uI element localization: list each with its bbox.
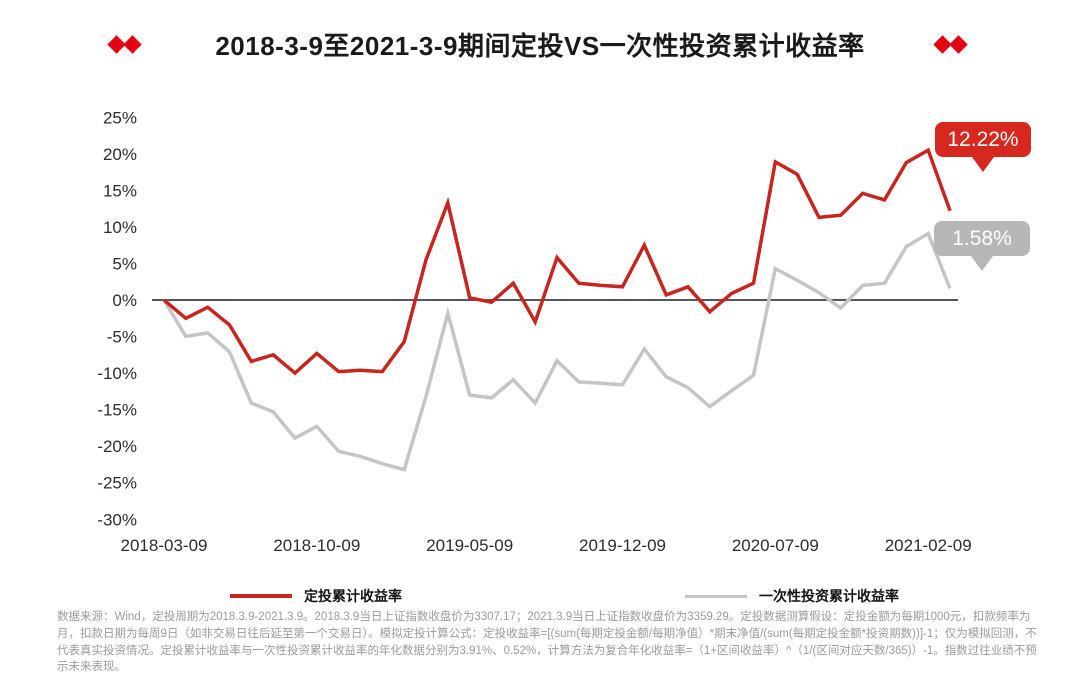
y-tick-label: 15% <box>103 181 137 200</box>
y-tick-label: -15% <box>97 401 137 420</box>
y-tick-label: 0% <box>112 291 137 310</box>
x-tick-label: 2019-05-09 <box>426 536 513 555</box>
y-tick-label: 20% <box>103 145 137 164</box>
x-tick-label: 2019-12-09 <box>579 536 666 555</box>
x-tick-label: 2018-10-09 <box>273 536 360 555</box>
callout-bubble-lumpsum: 1.58% <box>934 221 1030 256</box>
y-tick-label: -25% <box>97 474 137 493</box>
x-tick-label: 2020-07-09 <box>732 536 819 555</box>
series-line-1 <box>162 230 952 472</box>
legend-item-lumpsum: 一次性投资累计收益率 <box>685 585 899 607</box>
legend-label: 一次性投资累计收益率 <box>759 588 899 604</box>
callout-value: 1.58% <box>952 226 1012 250</box>
y-tick-label: -5% <box>107 328 137 347</box>
legend: 定投累计收益率 一次性投资累计收益率 <box>0 585 1080 607</box>
legend-label: 定投累计收益率 <box>304 588 402 604</box>
callout-bubble-dingtou: 12.22% <box>935 122 1031 157</box>
y-tick-label: 10% <box>103 218 137 237</box>
x-tick-label: 2021-02-09 <box>885 536 972 555</box>
x-tick-label: 2018-03-09 <box>121 536 208 555</box>
y-tick-label: -10% <box>97 364 137 383</box>
y-tick-label: -20% <box>97 437 137 456</box>
y-tick-label: -30% <box>97 510 137 529</box>
legend-swatch-gray-line <box>685 594 747 598</box>
legend-swatch-red-line <box>230 594 292 598</box>
series-line-0 <box>162 147 952 376</box>
callout-value: 12.22% <box>947 127 1019 151</box>
legend-item-dingtou: 定投累计收益率 <box>230 585 402 607</box>
footnote-text: 数据来源：Wind，定投周期为2018.3.9-2021.3.9。2018.3.… <box>57 611 1037 674</box>
y-tick-label: 5% <box>112 255 137 274</box>
page-title: 2018-3-9至2021-3-9期间定投VS一次性投资累计收益率 <box>215 31 865 61</box>
y-tick-label: 25% <box>103 108 137 127</box>
